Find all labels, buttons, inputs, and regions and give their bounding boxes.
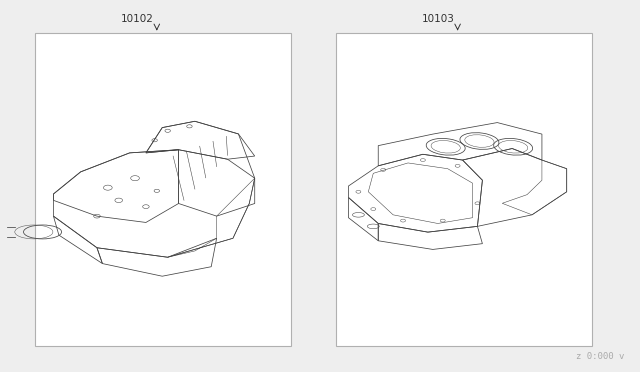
Bar — [336, 33, 592, 346]
Text: 10103: 10103 — [422, 14, 455, 24]
Text: 10102: 10102 — [121, 14, 154, 24]
Bar — [35, 33, 291, 346]
Text: z 0:000 v: z 0:000 v — [575, 352, 624, 361]
